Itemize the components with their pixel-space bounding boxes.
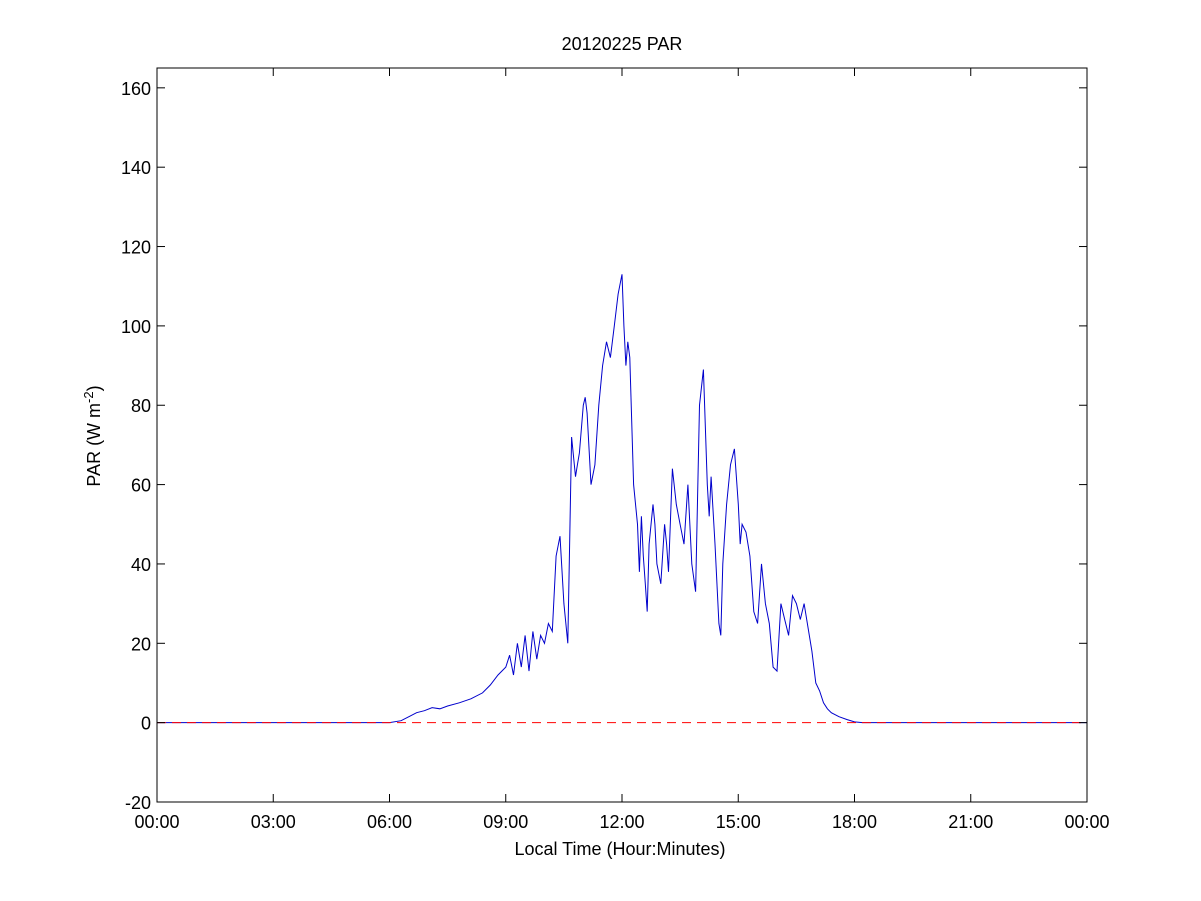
y-tick-label: 60 <box>131 476 151 496</box>
y-axis-label: PAR (W m-2) <box>81 385 104 486</box>
x-tick-label: 00:00 <box>134 812 179 832</box>
x-tick-label: 21:00 <box>948 812 993 832</box>
y-axis-label-suffix: ) <box>84 385 104 391</box>
y-tick-label: 20 <box>131 634 151 654</box>
y-tick-label: 160 <box>121 79 151 99</box>
y-tick-label: 100 <box>121 317 151 337</box>
plot-area <box>157 68 1087 802</box>
x-tick-label: 03:00 <box>251 812 296 832</box>
y-axis-label-prefix: PAR (W m <box>84 403 104 487</box>
chart-title: 20120225 PAR <box>562 34 683 54</box>
y-axis-label-superscript: -2 <box>81 391 96 403</box>
x-tick-label: 06:00 <box>367 812 412 832</box>
x-tick-label: 12:00 <box>599 812 644 832</box>
x-tick-label: 00:00 <box>1064 812 1109 832</box>
y-tick-label: 40 <box>131 555 151 575</box>
y-tick-label: 120 <box>121 238 151 258</box>
x-tick-label: 18:00 <box>832 812 877 832</box>
x-axis-label: Local Time (Hour:Minutes) <box>514 839 725 859</box>
tick-layer: 00:00 03:00 06:00 09:00 12:00 15:00 18:00 21:00… <box>121 68 1110 832</box>
y-tick-label: 140 <box>121 158 151 178</box>
y-tick-label: 80 <box>131 396 151 416</box>
y-tick-label: -20 <box>125 793 151 813</box>
plot-frame <box>156 67 1088 803</box>
x-tick-label: 09:00 <box>483 812 528 832</box>
y-tick-label: 0 <box>141 714 151 734</box>
series-layer <box>157 274 1087 724</box>
par-series-line <box>157 274 1087 724</box>
x-tick-label: 15:00 <box>716 812 761 832</box>
